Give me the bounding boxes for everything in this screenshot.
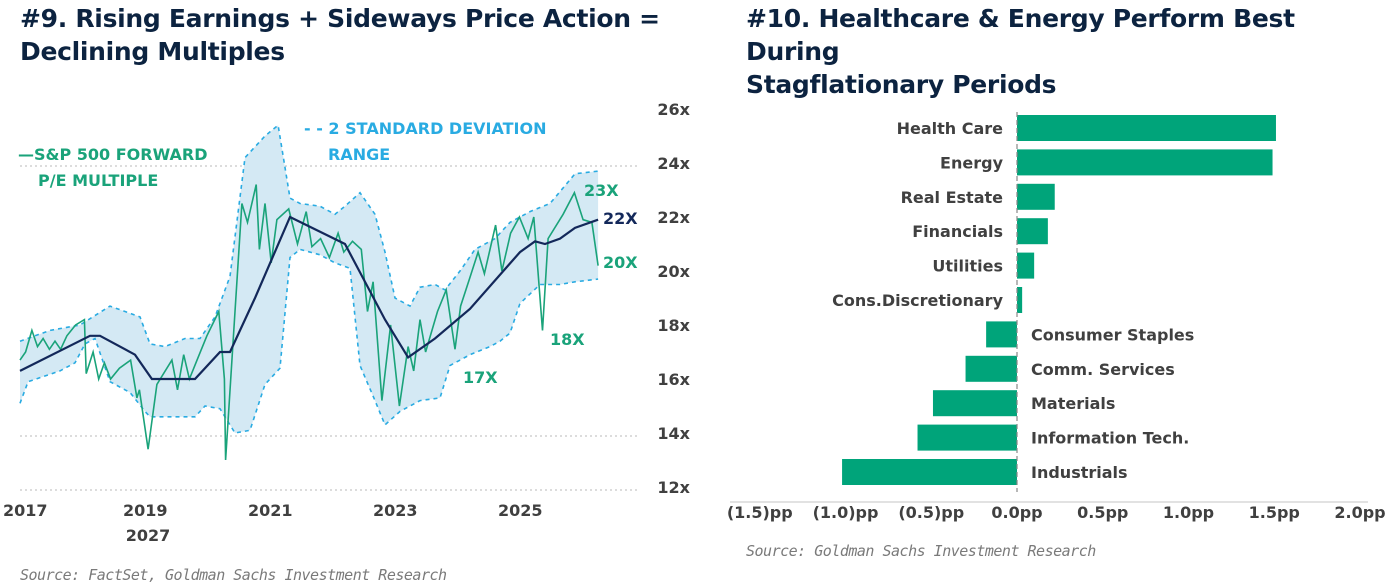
bar [1017,115,1276,141]
right-chart-title: #10. Healthcare & Energy Perform Best Du… [746,2,1388,101]
x-tick-label: 1.5pp [1249,503,1300,522]
x-tick-label: (1.5)pp [727,503,793,522]
annotation-20x: 20X [603,253,638,272]
right-title-line1: #10. Healthcare & Energy Perform Best Du… [746,4,1295,66]
category-label: Utilities [932,257,1003,276]
x-tick-label: (1.0)pp [813,503,879,522]
y-tick-label: 22x [657,208,690,227]
pe-series-line [19,184,599,461]
y-tick-label: 26x [657,100,690,119]
right-title-line2: Stagflationary Periods [746,70,1057,99]
category-label: Cons.Discretionary [832,291,1003,310]
y-tick-label: 20x [657,262,690,281]
legend-pe-line2: P/E MULTIPLE [38,171,158,190]
category-label: Real Estate [901,188,1004,207]
category-label: Energy [940,153,1004,172]
y-tick-label: 12x [657,478,690,497]
category-label: Materials [1031,394,1115,413]
annotation-17x: 17X [463,368,498,387]
x-tick-label: 2025 [498,501,543,520]
bar [1017,183,1055,210]
x-tick-label: 2019 [123,501,168,520]
bar [1017,149,1273,176]
x-tick-label: (0.5)pp [898,503,964,522]
x-tick-label: 0.0pp [991,503,1042,522]
lower-band-line [19,248,599,434]
annotation-22x: 22X [603,209,638,228]
bar [1017,287,1023,313]
left-source: Source: FactSet, Goldman Sachs Investmen… [20,566,447,584]
y-tick-label: 18x [657,316,690,335]
category-label: Financials [912,222,1003,241]
left-chart-title: #9. Rising Earnings + Sideways Price Act… [20,2,660,68]
sector-performance-chart: Health Care Energy Real Estate Financials Ut… [727,112,1386,522]
bar [917,424,1017,451]
average-series-line [19,215,599,381]
category-label: Health Care [897,119,1004,138]
bar [1017,218,1048,245]
right-source: Source: Goldman Sachs Investment Researc… [746,542,1096,560]
y-tick-label: 24x [657,154,690,173]
legend-pe: —S&P 500 FORWARD [18,145,208,164]
bar [932,390,1017,417]
x-tick-2027: 2027 [126,526,171,545]
bar [1017,252,1035,279]
std-dev-band-fill [20,125,599,433]
bar [986,321,1017,348]
category-label: Consumer Staples [1031,325,1194,344]
category-label: Comm. Services [1031,360,1175,379]
x-tick-label: 0.5pp [1077,503,1128,522]
bar [965,355,1017,382]
left-title-line2: Declining Multiples [20,37,285,66]
y-tick-label: 16x [657,370,690,389]
x-tick-label: 2.0pp [1334,503,1385,522]
y-tick-label: 14x [657,424,690,443]
legend-band-line2: RANGE [328,145,390,164]
x-tick-label: 2017 [3,501,48,520]
annotation-23x: 23X [584,181,619,200]
category-label: Information Tech. [1031,429,1189,448]
upper-band-line [19,123,599,348]
x-tick-label: 2021 [248,501,293,520]
x-tick-label: 1.0pp [1163,503,1214,522]
pe-multiple-chart: 12x 14x 16x 18x 20x 22x 24x 26x 2017 2019 2021 2023… [3,100,691,545]
left-title-line1: #9. Rising Earnings + Sideways Price Act… [20,4,660,33]
annotation-18x: 18X [550,330,585,349]
x-tick-label: 2023 [373,501,418,520]
category-label: Industrials [1031,463,1128,482]
bar [842,459,1017,485]
legend-band: - - 2 STANDARD DEVIATION [304,119,546,138]
